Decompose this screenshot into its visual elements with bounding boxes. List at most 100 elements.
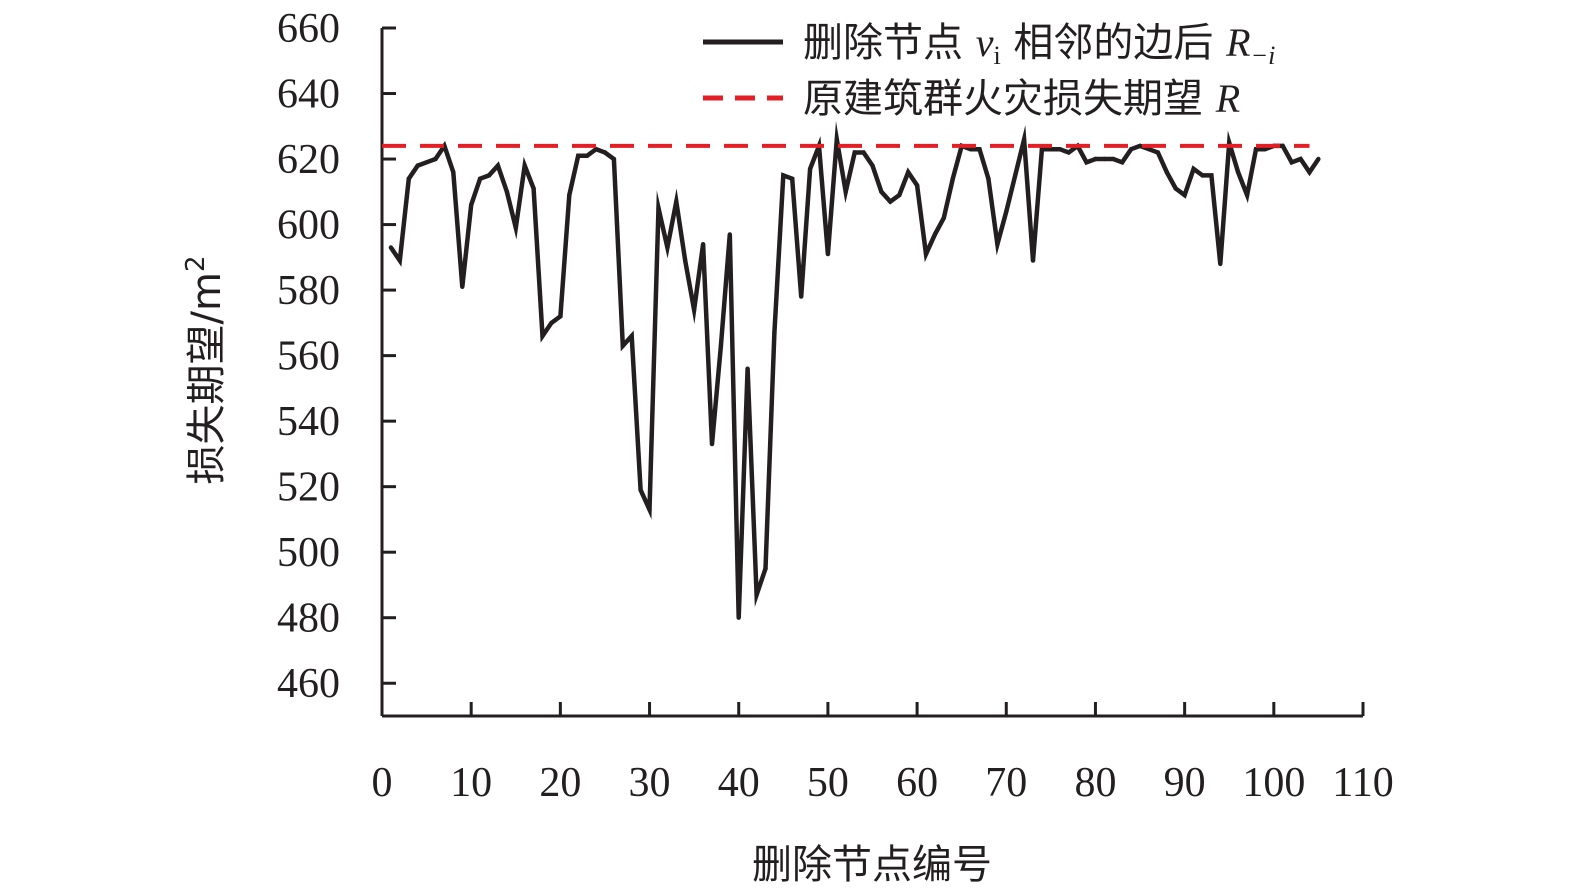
y-tick-label-560: 560 [277,334,340,380]
series-1-point-68 [986,176,991,181]
series-1-point-62 [932,232,938,237]
series-1-point-103 [1298,156,1303,162]
legend-2-part-2: R [1215,76,1240,121]
series-1-point-90 [1182,192,1187,198]
series-1-point-83 [1120,160,1125,165]
series-1-point-87 [1155,150,1161,155]
series-1-point-56 [879,189,884,194]
legend-1-part-6: −i [1251,41,1276,70]
series-1-point-27 [620,343,625,348]
series-1-point-105 [1316,156,1321,162]
series-line-1 [389,121,1321,618]
series-1-point-42 [754,592,759,597]
series-1-point-52 [843,189,848,194]
series-1-point-15 [513,225,518,230]
legend-2-part-1: 原建筑群火灾损失期望 [803,76,1216,122]
legend: 删除节点 vi 相邻的边后 R−i 原建筑群火灾损失期望 R [703,20,1275,122]
series-1-point-44 [772,330,777,335]
series-1-point-96 [1235,170,1241,175]
series-1-point-10 [469,202,474,208]
y-tick-label-520: 520 [277,465,340,511]
series-1-point-26 [611,156,617,162]
series-1-point-85 [1137,143,1143,149]
x-tick-label-40: 40 [718,760,760,806]
series-1-point-89 [1173,186,1178,191]
series-1-point-59 [906,170,911,175]
y-tick-label-640: 640 [277,72,340,118]
y-tick-label-600: 600 [277,203,340,249]
series-1-point-53 [852,150,857,155]
y-tick-label-620: 620 [277,137,340,183]
series-1-point-3 [406,176,411,181]
series-1-point-50 [825,251,831,257]
series-1-point-46 [790,176,795,181]
series-1-point-95 [1227,140,1232,145]
series-1-point-99 [1262,147,1268,152]
series-1-point-34 [683,258,688,263]
series-1-point-12 [486,173,492,178]
y-axis-title: 损失期望/m2 [181,256,230,485]
series-1-point-98 [1253,147,1259,152]
series-1-point-54 [861,150,866,155]
series-1-point-77 [1066,150,1071,155]
series-1-point-75 [1048,147,1054,152]
x-tick-label-50: 50 [807,760,849,806]
y-axis-title-main: 损失期望/m [184,272,230,484]
series-1-point-39 [727,232,732,237]
legend-1-part-3: i [993,41,1000,70]
series-1-point-20 [558,314,563,319]
legend-1-part-1: 删除节点 [803,20,976,66]
y-tick-label-660: 660 [277,6,340,52]
series-1-point-45 [781,173,786,178]
series-1-point-84 [1128,147,1134,152]
series-1-point-28 [629,333,634,339]
series-1-point-74 [1039,147,1045,152]
series-1-point-29 [638,487,643,493]
series-1-point-64 [950,176,955,181]
y-tick-label-540: 540 [277,399,340,445]
series-1-point-17 [531,186,536,191]
legend-label-series-2: 原建筑群火灾损失期望 R [803,76,1240,122]
series-1-point-9 [460,284,465,289]
series-1-point-13 [495,163,501,168]
series-1-point-76 [1057,147,1063,152]
series-1-point-1 [388,245,394,250]
series-1-point-79 [1084,160,1089,165]
y-tick-label-480: 480 [277,596,340,642]
series-1-point-35 [691,307,697,312]
x-tick-label-110: 110 [1332,760,1393,806]
series-1-point-4 [415,163,420,168]
series-1-point-25 [602,150,608,155]
series-1-point-38 [718,343,724,348]
series-1-point-37 [709,441,715,447]
series-1-point-70 [1004,209,1009,214]
series-1-point-93 [1209,173,1214,178]
x-tick-label-20: 20 [539,760,581,806]
x-tick-label-100: 100 [1242,760,1305,806]
series-1-point-51 [834,137,839,142]
legend-1-part-2: v [976,20,994,65]
series-1-point-21 [567,192,572,198]
series-1-point-71 [1013,173,1018,178]
series-1-point-92 [1200,173,1205,178]
series-1-point-86 [1146,147,1152,152]
series-1-point-31 [656,206,661,211]
series-1-point-23 [584,153,590,158]
series-1-point-101 [1280,143,1285,149]
series-1-point-81 [1102,156,1107,162]
y-axis-title-sup: 2 [181,256,211,273]
series-1-point-72 [1021,137,1027,142]
series-1-point-43 [763,566,768,571]
x-tick-label-80: 80 [1074,760,1116,806]
x-tick-label-0: 0 [372,760,393,806]
series-1-point-63 [941,215,946,221]
y-tick-label-460: 460 [277,661,340,707]
series-1-point-48 [807,166,813,172]
series-1-point-69 [995,242,1000,247]
series-1-point-19 [549,320,554,326]
series-1-point-33 [674,199,679,204]
series-1-point-14 [504,189,510,194]
series-1-point-61 [923,251,929,257]
series-1-point-94 [1218,261,1223,267]
x-tick-label-90: 90 [1164,760,1206,806]
